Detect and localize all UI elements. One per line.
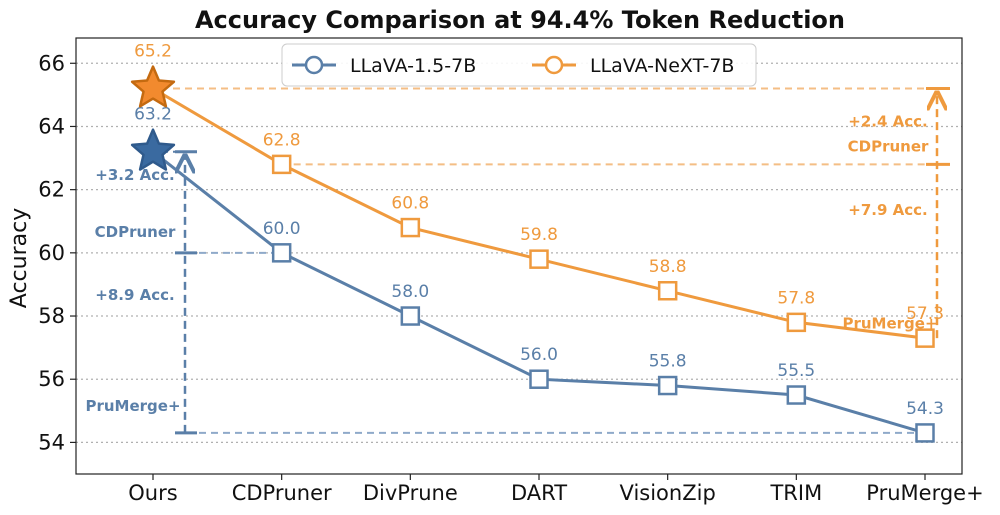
data-label-llava15: 56.0 (520, 345, 558, 365)
data-label-next: 65.2 (134, 42, 172, 62)
data-label-llava15: 55.5 (777, 361, 815, 381)
point-next (529, 249, 549, 269)
data-label-llava15: 60.0 (263, 219, 301, 239)
chart-title: Accuracy Comparison at 94.4% Token Reduc… (195, 6, 845, 34)
y-tick-label: 62 (38, 178, 65, 202)
y-axis-ticks: 54 56 58 60 62 64 66 (38, 51, 76, 454)
x-axis-ticks: Ours CDPruner DivPrune DART VisionZip TRIM Pru… (128, 474, 984, 505)
data-label-next: 62.8 (263, 130, 301, 150)
legend-label-next: LLaVA-NeXT-7B (590, 55, 734, 77)
point-star-next (130, 65, 176, 108)
point-star-llava15 (130, 128, 176, 171)
data-label-llava15: 54.3 (906, 399, 944, 419)
x-tick-label: VisionZip (620, 481, 716, 505)
data-label-llava15: 55.8 (649, 352, 687, 372)
point-llava15 (529, 369, 549, 389)
y-tick-label: 66 (38, 51, 65, 75)
y-tick-label: 60 (38, 241, 65, 265)
legend-marker-next (544, 55, 564, 75)
point-llava15 (271, 243, 292, 263)
point-llava15 (400, 306, 421, 326)
y-tick-label: 54 (38, 430, 65, 454)
point-next (786, 312, 807, 333)
data-label-llava15: 58.0 (391, 282, 429, 302)
annotation-cdpruner-next: CDPruner (848, 138, 929, 156)
annotation-prumerge-llava15: PruMerge+ (85, 397, 180, 415)
point-next (271, 154, 292, 175)
legend-box (281, 43, 757, 87)
annotations: +3.2 Acc. CDPruner +8.9 Acc. PruMerge+ +2.4 … (85, 87, 950, 435)
point-next (915, 328, 935, 348)
y-axis-label: Accuracy (7, 208, 32, 308)
y-tick-label: 56 (38, 367, 65, 391)
legend-marker-llava15 (304, 55, 324, 75)
x-tick-label: DART (511, 481, 567, 505)
x-tick-label: Ours (128, 481, 177, 505)
data-label-next: 57.8 (777, 288, 815, 308)
annotation-gain-cdpruner-next: +2.4 Acc. (848, 112, 927, 130)
annotation-gain-prumerge-llava15: +8.9 Acc. (95, 286, 174, 304)
y-tick-label: 58 (38, 304, 65, 328)
data-label-next: 57.3 (906, 304, 944, 324)
annotation-gain-prumerge-next: +7.9 Acc. (848, 201, 927, 219)
data-label-llava15: 63.2 (134, 105, 172, 125)
x-tick-label: TRIM (769, 481, 822, 505)
point-llava15 (657, 375, 678, 396)
x-tick-label: PruMerge+ (866, 481, 983, 505)
series: 63.2 60.0 58.0 56.0 55.8 55.5 54.3 65.2 62.8 60.8… (130, 42, 944, 443)
x-tick-label: DivPrune (363, 481, 458, 505)
point-llava15 (786, 385, 807, 405)
point-llava15 (915, 423, 935, 443)
y-tick-label: 64 (38, 114, 65, 138)
data-label-next: 60.8 (391, 194, 429, 214)
x-tick-label: CDPruner (232, 481, 332, 505)
legend: LLaVA-1.5-7B LLaVA-NeXT-7B (281, 43, 757, 87)
data-label-next: 59.8 (520, 225, 558, 245)
annotation-gain-cdpruner-llava15: +3.2 Acc. (95, 166, 174, 184)
plot-frame (75, 37, 963, 475)
annotation-prumerge-next: PruMerge+ (842, 315, 937, 333)
point-next (400, 217, 421, 238)
annotation-cdpruner-llava15: CDPruner (95, 223, 176, 241)
point-next (657, 281, 678, 301)
data-label-next: 58.8 (649, 257, 687, 277)
legend-label-llava15: LLaVA-1.5-7B (350, 55, 476, 77)
